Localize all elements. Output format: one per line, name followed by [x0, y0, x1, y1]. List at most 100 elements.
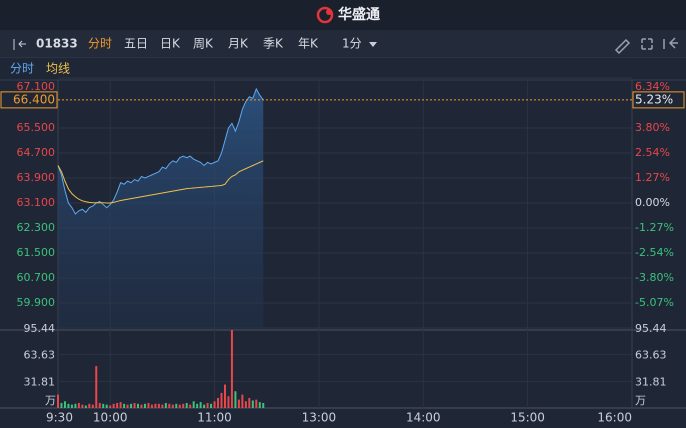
volume-bar: [60, 402, 63, 408]
volume-bar: [95, 366, 98, 408]
y2-tick-label: 2.54%: [635, 146, 670, 159]
volume-bar: [241, 394, 244, 408]
volume-bar: [164, 402, 167, 408]
volume-tick-label: 31.81: [24, 375, 56, 388]
y-tick-label: 64.700: [17, 146, 56, 159]
volume-bar: [105, 404, 108, 408]
period-tab[interactable]: 季K: [263, 37, 284, 51]
volume-bar: [130, 403, 133, 408]
y2-tick-label: 3.80%: [635, 121, 670, 134]
tool-icons[interactable]: [614, 37, 678, 55]
price-area: [58, 88, 264, 328]
volume-bar: [119, 402, 122, 408]
y-tick-label: 61.500: [17, 246, 56, 259]
y-tick-label: 63.100: [17, 196, 56, 209]
volume-bar: [175, 403, 178, 408]
logo-icon: [316, 6, 334, 24]
legend-entry[interactable]: 分时: [10, 62, 34, 76]
x-tick-label: 15:00: [510, 411, 545, 425]
last-price-box: [0, 91, 58, 109]
y-tick-label: 62.300: [17, 221, 56, 234]
period-tab[interactable]: 分时: [88, 37, 112, 51]
volume-bar: [98, 402, 101, 408]
x-tick-label: 9:30: [46, 411, 73, 425]
volume-bar: [230, 330, 233, 408]
logo-text: 华盛通: [338, 6, 380, 23]
volume-bar: [63, 401, 66, 408]
volume-bar: [91, 404, 94, 408]
sidebar-toggle[interactable]: [13, 39, 26, 50]
volume-bar: [244, 401, 247, 408]
y2-tick-label: -3.80%: [635, 271, 674, 284]
volume-bar: [251, 400, 254, 408]
x-tick-label: 16:00: [597, 411, 632, 425]
period-tab[interactable]: 五日: [124, 37, 148, 51]
period-tab[interactable]: 周K: [193, 37, 214, 51]
volume-bar: [133, 402, 136, 408]
y-tick-label: 67.100: [17, 80, 56, 93]
volume-bar: [67, 403, 70, 408]
volume-bar: [140, 404, 143, 408]
legend-bar: [0, 58, 686, 80]
volume-bar: [161, 404, 164, 408]
volume-tick-label: 63.63: [24, 349, 56, 362]
volume-bar: [109, 405, 112, 408]
y-tick-label: 63.900: [17, 171, 56, 184]
last-pct-label: 5.23%: [635, 92, 673, 106]
period-select[interactable]: 1分: [342, 37, 362, 51]
volume-bar: [196, 403, 199, 408]
volume-bar: [206, 402, 209, 408]
volume-bar: [227, 396, 230, 408]
volume-bar: [168, 403, 171, 408]
period-tab[interactable]: 日K: [160, 37, 181, 51]
volume-bar: [234, 391, 237, 408]
volume-bar: [258, 402, 261, 408]
volume-bar: [203, 404, 206, 408]
volume-bar: [126, 404, 129, 408]
volume-bar: [123, 403, 126, 408]
volume-bar: [199, 402, 202, 408]
x-tick-label: 11:00: [197, 411, 232, 425]
x-tick-label: 10:00: [93, 411, 128, 425]
volume-bar: [57, 394, 59, 408]
x-tick-label: 13:00: [302, 411, 337, 425]
volume-bar: [171, 404, 174, 408]
volume-bar: [74, 403, 77, 408]
y-tick-label: 60.700: [17, 271, 56, 284]
y2-tick-label: 6.34%: [635, 80, 670, 93]
volume-bar: [213, 401, 216, 408]
last-price-label: 66.400: [13, 92, 55, 106]
toolbar: [0, 30, 686, 58]
stock-code: 01833: [36, 37, 78, 51]
volume-unit: 万: [45, 394, 56, 407]
volume-bar: [77, 402, 80, 408]
volume-bar: [255, 399, 258, 408]
average-line: [57, 160, 264, 204]
volume-bar: [217, 397, 220, 408]
volume-bar: [143, 403, 146, 408]
volume-bar: [81, 404, 84, 408]
period-tab[interactable]: 年K: [298, 37, 319, 51]
volume-bar: [116, 402, 119, 408]
y2-tick-label: -2.54%: [635, 246, 674, 259]
volume-bar: [84, 405, 87, 408]
volume-bar: [147, 402, 150, 408]
volume-bar: [248, 397, 251, 408]
volume-bar: [88, 403, 91, 408]
y-tick-label: 59.900: [17, 296, 56, 309]
volume-bar: [154, 403, 157, 408]
volume-bar: [178, 404, 181, 408]
volume-bar: [210, 403, 213, 408]
y2-tick-label: 1.27%: [635, 171, 670, 184]
period-tab[interactable]: 月K: [228, 37, 249, 51]
volume-tick-label: 63.63: [635, 349, 667, 362]
volume-bar: [70, 404, 73, 408]
last-pct-box: [632, 91, 685, 109]
legend-entry[interactable]: 均线: [46, 62, 70, 76]
x-tick-label: 14:00: [406, 411, 441, 425]
volume-unit: 万: [635, 394, 646, 407]
volume-tick-label: 95.44: [635, 322, 667, 335]
dropdown-arrow[interactable]: [369, 42, 377, 47]
